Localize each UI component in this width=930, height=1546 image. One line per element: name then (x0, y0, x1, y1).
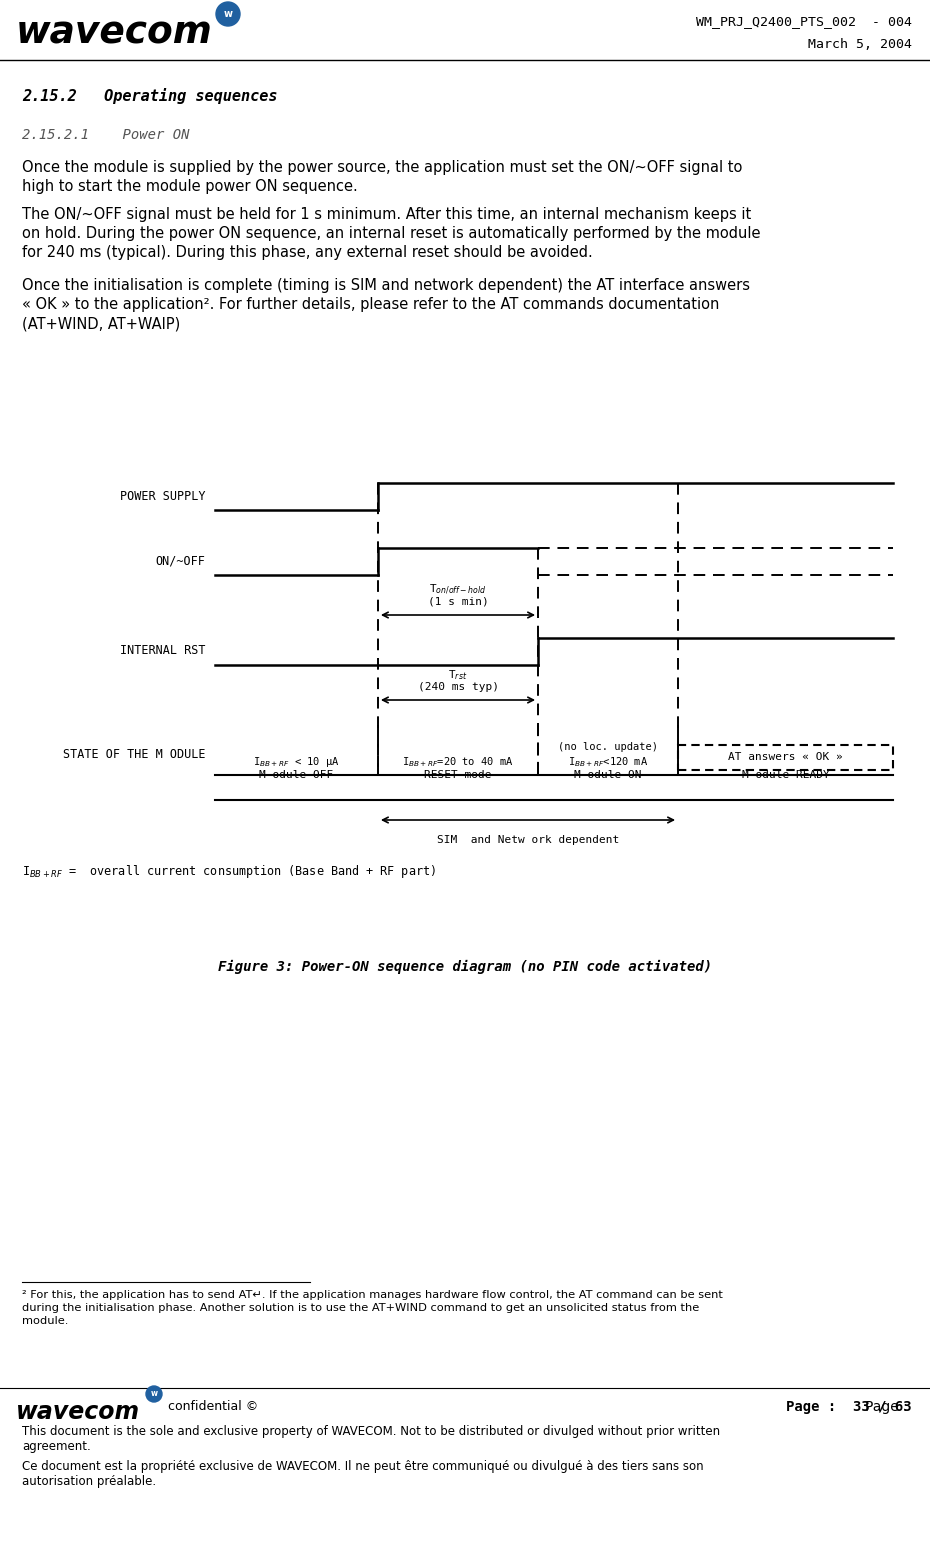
Text: Figure 3: Power-ON sequence diagram (no PIN code activated): Figure 3: Power-ON sequence diagram (no … (218, 960, 712, 974)
Text: INTERNAL RST: INTERNAL RST (119, 645, 205, 657)
Text: w: w (223, 9, 232, 19)
Text: Ce document est la propriété exclusive de WAVECOM. Il ne peut être communiqué ou: Ce document est la propriété exclusive d… (22, 1459, 704, 1473)
Text: T$_{rst}$: T$_{rst}$ (448, 668, 468, 682)
Text: T$_{on/off-hold}$: T$_{on/off-hold}$ (429, 583, 487, 597)
Text: Page :: Page : (865, 1401, 912, 1415)
Text: M odule OFF: M odule OFF (259, 770, 334, 781)
Text: 2.15.2   Operating sequences: 2.15.2 Operating sequences (22, 88, 277, 104)
Text: autorisation préalable.: autorisation préalable. (22, 1475, 156, 1487)
Text: Once the initialisation is complete (timing is SIM and network dependent) the AT: Once the initialisation is complete (tim… (22, 278, 750, 331)
Text: wavecom: wavecom (16, 1401, 140, 1424)
Text: ² For this, the application has to send AT↵. If the application manages hardware: ² For this, the application has to send … (22, 1289, 723, 1326)
Text: confidential ©: confidential © (168, 1401, 259, 1413)
Text: RESET mode: RESET mode (424, 770, 492, 781)
Text: I$_{BB+RF}$ =  overall current consumption (Base Band + RF part): I$_{BB+RF}$ = overall current consumptio… (22, 863, 436, 880)
Circle shape (146, 1387, 162, 1402)
Text: (1 s min): (1 s min) (428, 597, 488, 608)
Text: I$_{BB+RF}$<120 mA: I$_{BB+RF}$<120 mA (568, 754, 648, 768)
Text: I$_{BB+RF}$ < 10 μA: I$_{BB+RF}$ < 10 μA (253, 754, 339, 768)
Text: ON/~OFF: ON/~OFF (155, 555, 205, 567)
Text: The ON/~OFF signal must be held for 1 s minimum. After this time, an internal me: The ON/~OFF signal must be held for 1 s … (22, 207, 761, 260)
Text: WM_PRJ_Q2400_PTS_002  - 004: WM_PRJ_Q2400_PTS_002 - 004 (696, 15, 912, 28)
Text: 2.15.2.1    Power ON: 2.15.2.1 Power ON (22, 128, 190, 142)
Text: w: w (151, 1390, 157, 1399)
Text: I$_{BB+RF}$=20 to 40 mA: I$_{BB+RF}$=20 to 40 mA (403, 754, 513, 768)
Text: Once the module is supplied by the power source, the application must set the ON: Once the module is supplied by the power… (22, 159, 742, 195)
Circle shape (216, 2, 240, 26)
Text: (no loc. update): (no loc. update) (558, 742, 658, 751)
Text: SIM  and Netw ork dependent: SIM and Netw ork dependent (437, 835, 619, 846)
Text: M odule READY: M odule READY (741, 770, 830, 781)
Text: agreement.: agreement. (22, 1439, 91, 1453)
Text: March 5, 2004: March 5, 2004 (808, 37, 912, 51)
Text: (240 ms typ): (240 ms typ) (418, 682, 498, 693)
Text: POWER SUPPLY: POWER SUPPLY (119, 490, 205, 502)
Text: STATE OF THE M ODULE: STATE OF THE M ODULE (62, 748, 205, 762)
Text: M odule ON: M odule ON (574, 770, 642, 781)
Bar (678, 745, 893, 770)
Text: Page :  33 / 63: Page : 33 / 63 (787, 1401, 912, 1415)
Text: This document is the sole and exclusive property of WAVECOM. Not to be distribut: This document is the sole and exclusive … (22, 1425, 720, 1438)
Text: wavecom: wavecom (16, 15, 213, 51)
Text: AT answers « OK »: AT answers « OK » (728, 751, 843, 762)
